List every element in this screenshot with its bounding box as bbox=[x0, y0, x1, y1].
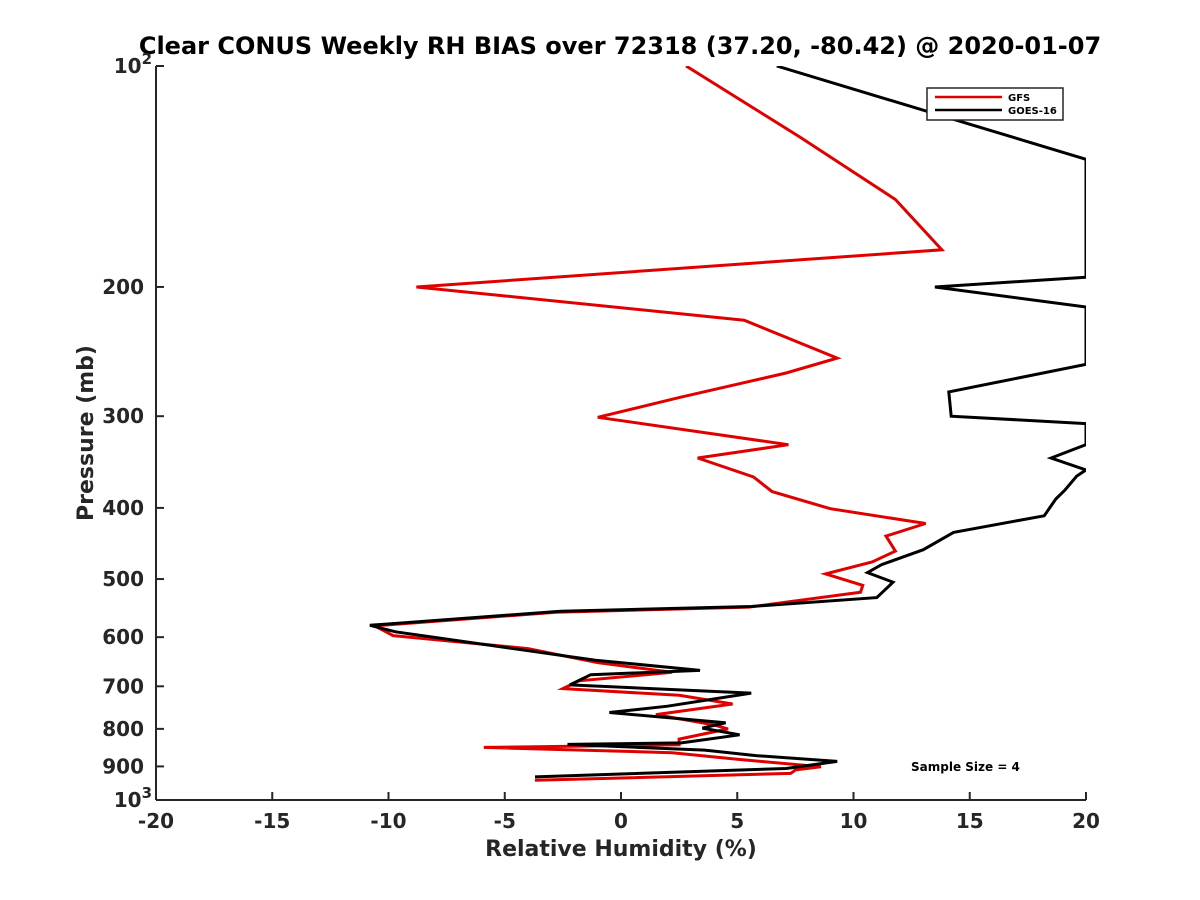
y-tick-label: 500 bbox=[102, 567, 144, 591]
y-axis-label: Pressure (mb) bbox=[74, 345, 99, 521]
chart-title: Clear CONUS Weekly RH BIAS over 72318 (3… bbox=[139, 32, 1101, 60]
x-tick-label: 15 bbox=[956, 809, 984, 833]
x-axis-label: Relative Humidity (%) bbox=[485, 837, 757, 862]
x-axis-ticks: -20 -15 -10 -5 0 5 10 15 20 bbox=[138, 792, 1100, 833]
legend: GFS GOES-16 bbox=[926, 87, 1064, 121]
legend-label-goes16: GOES-16 bbox=[1008, 106, 1057, 117]
y-tick-label: 103 bbox=[114, 784, 152, 812]
y-tick-label: 800 bbox=[102, 717, 144, 741]
sample-size-annotation: Sample Size = 4 bbox=[911, 760, 1020, 774]
x-tick-label: -5 bbox=[494, 809, 516, 833]
x-tick-label: 0 bbox=[614, 809, 628, 833]
y-tick-label: 700 bbox=[102, 674, 144, 698]
y-tick-label: 600 bbox=[102, 625, 144, 649]
y-axis-ticks: 102 200 300 400 500 600 700 800 900 103 bbox=[102, 50, 164, 812]
x-tick-label: -10 bbox=[370, 809, 406, 833]
y-tick-label: 400 bbox=[102, 496, 144, 520]
x-tick-label: 5 bbox=[730, 809, 744, 833]
plot-series-group bbox=[369, 66, 1086, 782]
legend-box bbox=[926, 87, 1064, 121]
y-tick-label: 900 bbox=[102, 754, 144, 778]
x-tick-label: 20 bbox=[1072, 809, 1100, 833]
y-tick-label: 102 bbox=[114, 50, 152, 78]
legend-label-gfs: GFS bbox=[1008, 93, 1030, 104]
x-tick-label: 10 bbox=[840, 809, 868, 833]
series-line-goes16 bbox=[369, 66, 1086, 779]
x-tick-label: -20 bbox=[138, 809, 174, 833]
x-tick-label: -15 bbox=[254, 809, 290, 833]
y-tick-label: 300 bbox=[102, 404, 144, 428]
y-tick-label: 200 bbox=[102, 275, 144, 299]
